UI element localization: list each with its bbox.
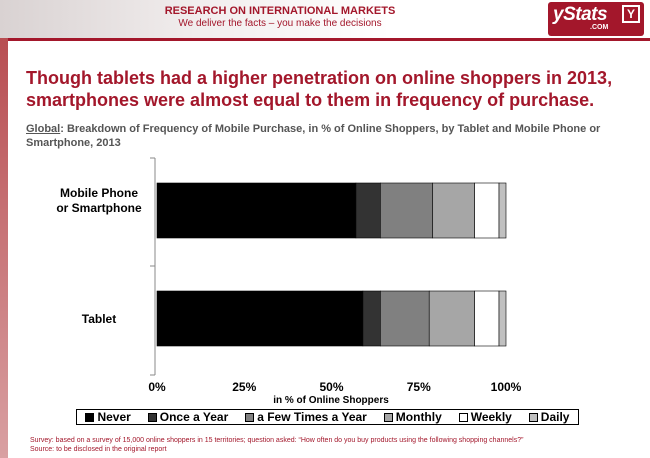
- legend-swatch: [528, 412, 538, 422]
- x-tick-label-4: 100%: [491, 380, 522, 394]
- bar-segment-monthly-1: [428, 290, 475, 347]
- legend-label: Monthly: [395, 410, 442, 424]
- bar-segment-daily-0: [498, 182, 507, 239]
- chart-legend: Never Once a Year a Few Times a Year Monthl…: [76, 409, 579, 425]
- legend-swatch: [85, 412, 95, 422]
- subtitle-text: : Breakdown of Frequency of Mobile Purch…: [26, 123, 601, 149]
- x-tick-label-3: 75%: [407, 380, 431, 394]
- logo-subtext: .COM: [590, 24, 609, 31]
- ystats-logo: yStats .COM Y: [548, 2, 644, 36]
- legend-item-weekly: Weekly: [458, 410, 512, 424]
- bar-segment-monthly-0: [432, 182, 475, 239]
- legend-item-a-few-times-a-year: a Few Times a Year: [245, 410, 367, 424]
- bar-segment-once-a-year-0: [355, 182, 381, 239]
- legend-item-daily: Daily: [528, 410, 570, 424]
- bars-group: [156, 182, 507, 347]
- header-banner: [0, 0, 650, 38]
- header-tagline: We deliver the facts – you make the deci…: [178, 18, 382, 29]
- bar-segment-never-1: [156, 290, 364, 347]
- legend-item-once-a-year: Once a Year: [147, 410, 229, 424]
- bar-segment-never-0: [156, 182, 357, 239]
- category-labels: Mobile Phone or Smartphone Tablet: [56, 186, 142, 326]
- source-footnote: Source: to be disclosed in the original …: [30, 446, 167, 453]
- logo-mark-icon: Y: [622, 5, 640, 23]
- legend-item-monthly: Monthly: [383, 410, 442, 424]
- chart-subtitle: Global: Breakdown of Frequency of Mobile…: [26, 122, 626, 150]
- x-tick-label-0: 0%: [148, 380, 166, 394]
- x-axis-title: in % of Online Shoppers: [273, 395, 389, 406]
- legend-label: Never: [97, 410, 131, 424]
- bar-segment-a-few-times-a-year-1: [380, 290, 430, 347]
- bar-segment-once-a-year-1: [362, 290, 381, 347]
- slide-headline: Though tablets had a higher penetration …: [26, 68, 613, 110]
- legend-label: Weekly: [470, 410, 512, 424]
- legend-label: Once a Year: [159, 410, 229, 424]
- survey-footnote: Survey: based on a survey of 15,000 onli…: [30, 437, 524, 444]
- legend-swatch: [383, 412, 393, 422]
- y-axis-ticks: [150, 157, 155, 376]
- x-axis-tick-labels: 0% 25% 50% 75% 100%: [148, 380, 521, 394]
- x-tick-label-1: 25%: [232, 380, 256, 394]
- bar-segment-weekly-0: [474, 182, 500, 239]
- legend-swatch: [245, 412, 255, 422]
- header-divider: [8, 38, 650, 41]
- logo-text: yStats: [553, 4, 608, 25]
- legend-label: Daily: [540, 410, 570, 424]
- side-accent-bar: [0, 38, 8, 458]
- subtitle-region: Global: [26, 123, 61, 135]
- legend-label: a Few Times a Year: [257, 410, 367, 424]
- legend-swatch: [458, 412, 468, 422]
- legend-swatch: [147, 412, 157, 422]
- x-tick-label-2: 50%: [319, 380, 343, 394]
- header-title: RESEARCH ON INTERNATIONAL MARKETS: [164, 5, 396, 17]
- bar-segment-daily-1: [498, 290, 507, 347]
- bar-segment-weekly-1: [474, 290, 500, 347]
- legend-item-never: Never: [85, 410, 131, 424]
- category-label-1: Tablet: [82, 312, 116, 326]
- category-label-0: Mobile Phone or Smartphone: [56, 186, 142, 215]
- bar-segment-a-few-times-a-year-0: [380, 182, 434, 239]
